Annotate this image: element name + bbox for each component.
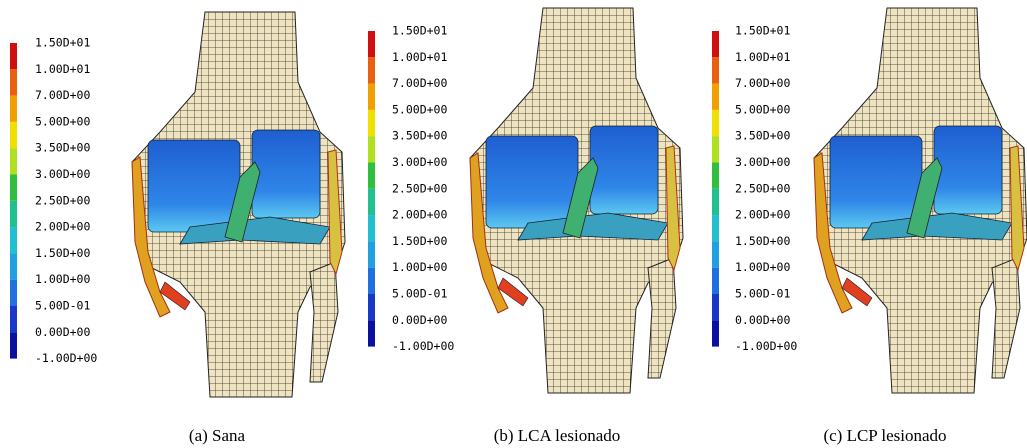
legend-swatch <box>712 268 719 294</box>
knee-model <box>470 8 683 393</box>
legend-swatch <box>368 84 375 110</box>
legend-label: 1.00D+01 <box>735 50 790 64</box>
legend-label: 3.00D+00 <box>735 155 790 169</box>
legend-label: 1.00D+00 <box>735 260 790 274</box>
legend-swatch <box>10 69 17 95</box>
legend-swatch <box>712 57 719 83</box>
legend-swatch <box>10 122 17 148</box>
legend-label: 0.00D+00 <box>392 313 447 327</box>
legend-label: 3.50D+00 <box>392 129 447 143</box>
legend-label: 5.00D+00 <box>735 102 790 116</box>
legend-swatch <box>10 175 17 201</box>
legend-swatch <box>712 136 719 162</box>
legend-swatch <box>10 280 17 306</box>
legend-label: 3.00D+00 <box>35 167 90 181</box>
legend-label: 1.00D+00 <box>35 272 90 286</box>
legend-swatch <box>10 227 17 253</box>
legend-label: 2.50D+00 <box>735 181 790 195</box>
legend-swatch <box>368 320 375 346</box>
legend-swatch <box>10 148 17 174</box>
legend-label: 0.00D+00 <box>35 325 90 339</box>
figure: 1.50D+01 1.00D+01 7.00D+00 5.00D+00 3.50D+00… <box>0 0 1027 448</box>
legend-label: 3.50D+00 <box>735 129 790 143</box>
legend-label: 1.50D+01 <box>392 24 447 38</box>
legend-swatch <box>368 110 375 136</box>
legend-swatch <box>368 163 375 189</box>
legend-label: -1.00D+00 <box>392 339 454 353</box>
legend-swatch <box>712 294 719 320</box>
legend-label: 1.00D+01 <box>35 62 90 76</box>
legend-swatch <box>712 320 719 346</box>
legend-swatch <box>712 215 719 241</box>
legend-label: 5.00D-01 <box>392 287 447 301</box>
legend-label: 7.00D+00 <box>735 76 790 90</box>
legend-label: 1.50D+01 <box>35 36 90 50</box>
legend-label: 2.50D+00 <box>35 193 90 207</box>
legend-swatch <box>712 110 719 136</box>
legend-label: 2.00D+00 <box>735 208 790 222</box>
legend-label: 1.00D+01 <box>392 50 447 64</box>
legend-swatch <box>368 294 375 320</box>
caption: (b) LCA lesionado <box>494 426 621 445</box>
legend-label: 2.50D+00 <box>392 181 447 195</box>
legend-swatch <box>712 84 719 110</box>
legend-swatch <box>10 96 17 122</box>
legend-label: 7.00D+00 <box>392 76 447 90</box>
legend-label: 2.00D+00 <box>392 208 447 222</box>
legend-swatch <box>368 57 375 83</box>
legend-label: 0.00D+00 <box>735 313 790 327</box>
legend-swatch <box>368 189 375 215</box>
legend-label: 2.00D+00 <box>35 220 90 234</box>
legend-label: 3.50D+00 <box>35 141 90 155</box>
knee-model <box>132 12 345 397</box>
legend-swatch <box>10 201 17 227</box>
legend-label: 1.50D+01 <box>735 24 790 38</box>
legend-label: 1.50D+00 <box>392 234 447 248</box>
legend-swatch <box>712 189 719 215</box>
legend-label: 3.00D+00 <box>392 155 447 169</box>
legend-swatch <box>10 306 17 332</box>
caption: (c) LCP lesionado <box>823 426 946 445</box>
legend-label: -1.00D+00 <box>735 339 797 353</box>
legend-label: 5.00D+00 <box>392 102 447 116</box>
legend-swatch <box>10 253 17 279</box>
legend-swatch <box>368 136 375 162</box>
legend-swatch <box>712 31 719 57</box>
legend-label: 1.00D+00 <box>392 260 447 274</box>
legend-swatch <box>10 43 17 69</box>
legend-swatch <box>10 332 17 358</box>
legend-swatch <box>712 241 719 267</box>
legend-label: 5.00D+00 <box>35 114 90 128</box>
legend-swatch <box>712 163 719 189</box>
knee-model <box>814 8 1027 393</box>
legend-label: 1.50D+00 <box>735 234 790 248</box>
legend-label: 7.00D+00 <box>35 88 90 102</box>
legend-swatch <box>368 215 375 241</box>
legend-label: 1.50D+00 <box>35 246 90 260</box>
legend-swatch <box>368 31 375 57</box>
legend-swatch <box>368 241 375 267</box>
caption: (a) Sana <box>189 426 246 445</box>
legend-label: 5.00D-01 <box>35 299 90 313</box>
legend-swatch <box>368 268 375 294</box>
legend-label: 5.00D-01 <box>735 287 790 301</box>
legend-label: -1.00D+00 <box>35 351 97 365</box>
